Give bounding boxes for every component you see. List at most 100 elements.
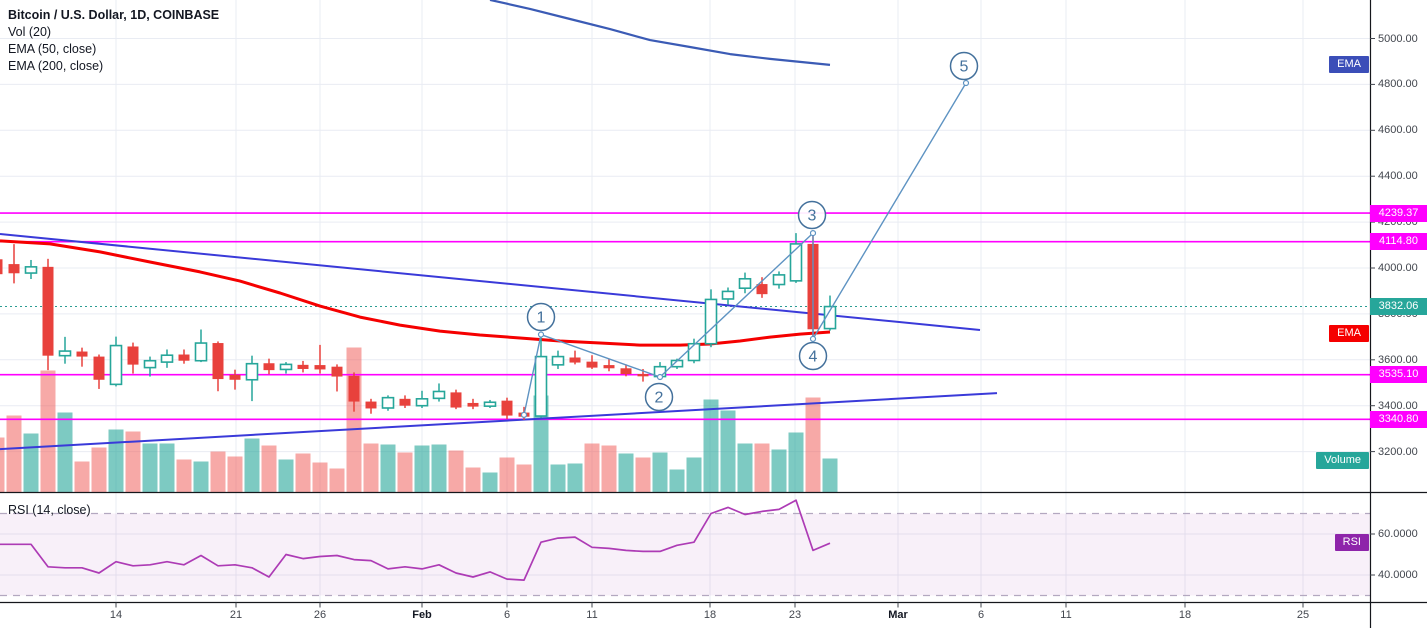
candle[interactable]	[620, 364, 632, 377]
volume-bar	[703, 399, 719, 493]
candle[interactable]	[432, 383, 446, 402]
volume-bar	[788, 432, 804, 493]
wave-label-circle	[949, 51, 979, 81]
candle[interactable]	[721, 287, 735, 305]
candle[interactable]	[24, 259, 38, 280]
candle-body	[637, 374, 649, 377]
indicator-ema200-label[interactable]: EMA (200, close)	[8, 59, 104, 73]
volume-bar	[142, 443, 158, 493]
price-levels[interactable]	[0, 212, 1370, 421]
candle[interactable]	[603, 358, 615, 372]
time-axis-tick: Mar	[888, 609, 908, 621]
candle[interactable]	[687, 338, 701, 364]
candle[interactable]	[143, 356, 157, 377]
candle[interactable]	[160, 349, 174, 368]
volume-bar	[159, 443, 175, 493]
wave-vertex-dot	[809, 335, 817, 343]
candle[interactable]	[789, 233, 803, 283]
time-axis-tick: 11	[1060, 609, 1072, 621]
candle[interactable]	[212, 341, 224, 392]
candle-body	[450, 392, 462, 408]
candle[interactable]	[76, 347, 88, 367]
candle[interactable]	[8, 244, 20, 284]
volume-bar	[567, 463, 583, 493]
candle[interactable]	[263, 358, 275, 375]
candle[interactable]	[381, 395, 395, 411]
candle-body	[178, 354, 190, 361]
candle[interactable]	[483, 399, 497, 408]
candle[interactable]	[415, 390, 429, 408]
wave-vertex-dot	[520, 411, 528, 418]
candles[interactable]	[0, 233, 837, 420]
candle[interactable]	[314, 344, 326, 374]
wave-label-1[interactable]: 1	[526, 302, 556, 332]
candle-body	[569, 357, 581, 363]
time-axis-tick: Feb	[412, 609, 432, 621]
indicator-ema50-label[interactable]: EMA (50, close)	[8, 42, 97, 56]
candle[interactable]	[0, 254, 3, 279]
ema50-line[interactable]	[0, 239, 831, 347]
candle[interactable]	[42, 258, 54, 371]
candle[interactable]	[772, 271, 786, 289]
volume-bar	[482, 472, 498, 493]
candle-body	[501, 400, 513, 416]
price-axis-tick: 4400.00	[1378, 170, 1418, 183]
ema200-line[interactable]	[489, 0, 831, 66]
indicator-volume-label[interactable]: Vol (20)	[8, 25, 52, 39]
candle[interactable]	[348, 372, 360, 412]
candle[interactable]	[823, 295, 837, 331]
candle[interactable]	[450, 389, 462, 410]
wave-label-2[interactable]: 2	[644, 382, 674, 412]
rsi-indicator-label[interactable]: RSI (14, close)	[8, 503, 91, 517]
candle[interactable]	[194, 329, 208, 363]
candle[interactable]	[331, 364, 343, 392]
candle[interactable]	[467, 398, 479, 410]
wave-label-4[interactable]: 4	[798, 341, 828, 371]
candle-body	[143, 359, 157, 369]
volume-bar	[601, 445, 617, 493]
volume-bar	[0, 437, 5, 493]
candle[interactable]	[93, 354, 105, 389]
volume-bar	[397, 452, 413, 493]
volume-bar	[57, 412, 73, 493]
volume-bar	[295, 453, 311, 493]
candle[interactable]	[738, 272, 752, 294]
wave-line[interactable]	[523, 82, 967, 416]
time-axis-tick: 26	[313, 609, 327, 621]
candle[interactable]	[534, 336, 548, 418]
candle[interactable]	[399, 395, 411, 408]
candle[interactable]	[551, 350, 565, 369]
symbol-title[interactable]: Bitcoin / U.S. Dollar, 1D, COINBASE	[8, 8, 220, 22]
candle[interactable]	[501, 397, 513, 420]
wave-label-number: 3	[808, 208, 817, 225]
elliott-wave-drawing[interactable]: 1 2 3 4 5	[520, 51, 979, 418]
volume-bar	[125, 431, 141, 493]
candle[interactable]	[109, 336, 123, 387]
candle[interactable]	[178, 349, 190, 364]
price-axis-tick: 4600.00	[1378, 124, 1418, 137]
candle[interactable]	[569, 350, 581, 365]
candle[interactable]	[297, 360, 309, 373]
candle-body	[8, 264, 20, 274]
gridlines	[0, 0, 1370, 602]
candle[interactable]	[279, 362, 293, 374]
time-axis-tick: 6	[977, 609, 985, 621]
rsi-line[interactable]	[0, 499, 831, 581]
candle[interactable]	[586, 355, 598, 369]
candle[interactable]	[704, 289, 718, 348]
wave-label-5[interactable]: 5	[949, 51, 979, 81]
wave-label-3[interactable]: 3	[797, 200, 827, 230]
price-axis-tick: 4800.00	[1378, 78, 1418, 91]
time-axis-tick: 21	[229, 609, 243, 621]
candle[interactable]	[58, 336, 72, 364]
volume-bar	[584, 443, 600, 493]
volume-bar	[91, 447, 107, 493]
candle[interactable]	[229, 369, 241, 390]
trendline-ascending-support[interactable]	[0, 392, 998, 451]
volume-bars[interactable]	[0, 347, 838, 493]
candle[interactable]	[245, 355, 259, 402]
candle[interactable]	[127, 342, 139, 374]
candle[interactable]	[365, 398, 377, 414]
